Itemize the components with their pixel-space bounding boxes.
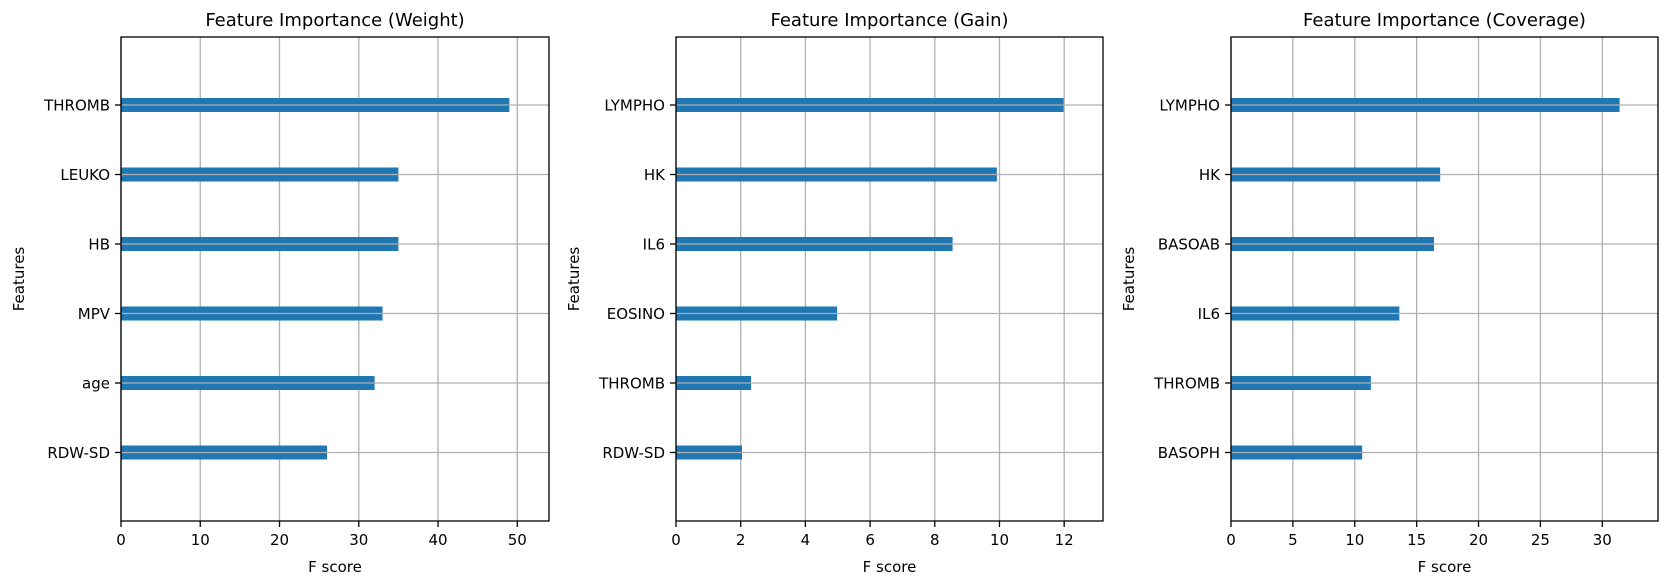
- y-tick-label: LYMPHO: [604, 97, 665, 115]
- x-tick-label: 25: [1531, 531, 1550, 549]
- x-tick-label: 15: [1407, 531, 1426, 549]
- x-axis-label: F score: [1418, 558, 1472, 576]
- y-tick-label: MPV: [78, 305, 111, 323]
- y-tick-label: BASOPH: [1158, 444, 1220, 462]
- chart-title: Feature Importance (Coverage): [1303, 10, 1586, 31]
- plot-frame: [675, 36, 1104, 522]
- x-tick-label: 0: [1226, 531, 1236, 549]
- y-tick-label: HK: [1199, 166, 1221, 184]
- x-tick-label: 10: [191, 531, 210, 549]
- plot-frame: [1230, 36, 1659, 522]
- x-tick-label: 0: [671, 531, 681, 549]
- y-tick-label: HK: [644, 166, 666, 184]
- y-tick-label: THROMB: [43, 97, 110, 115]
- chart-panel-1: THROMB LEUKO HB MPV age RDW-SD 0 10 20 30 40 50 Feat…: [10, 10, 550, 576]
- y-axis-label: Features: [565, 247, 583, 312]
- x-tick-label: 6: [865, 531, 875, 549]
- x-tick-label: 40: [428, 531, 447, 549]
- y-tick-label: BASOAB: [1158, 236, 1220, 254]
- y-tick-label: LYMPHO: [1159, 97, 1220, 115]
- chart-title: Feature Importance (Weight): [205, 10, 464, 31]
- y-tick-label: HB: [88, 236, 110, 254]
- x-tick-label: 4: [801, 531, 811, 549]
- chart-panel-3: LYMPHO HK BASOAB IL6 THROMB BASOPH 0 5 10 15 20 25 3…: [1120, 10, 1659, 576]
- x-tick-label: 30: [1593, 531, 1612, 549]
- y-tick-label: THROMB: [598, 375, 665, 393]
- x-axis-label: F score: [863, 558, 917, 576]
- y-tick-label: age: [82, 375, 110, 393]
- y-tick-label: LEUKO: [60, 166, 110, 184]
- y-tick-label: IL6: [1198, 305, 1220, 323]
- x-tick-label: 5: [1288, 531, 1298, 549]
- chart-title: Feature Importance (Gain): [770, 10, 1008, 31]
- x-tick-label: 2: [736, 531, 746, 549]
- y-tick-label: EOSINO: [607, 305, 665, 323]
- x-tick-label: 0: [116, 531, 126, 549]
- y-axis-label: Features: [1120, 247, 1138, 312]
- x-axis-label: F score: [308, 558, 362, 576]
- x-tick-label: 20: [1469, 531, 1488, 549]
- y-tick-label: RDW-SD: [47, 444, 110, 462]
- x-tick-label: 30: [349, 531, 368, 549]
- y-tick-label: THROMB: [1153, 375, 1220, 393]
- x-tick-label: 10: [990, 531, 1009, 549]
- x-tick-label: 8: [930, 531, 940, 549]
- y-tick-label: IL6: [643, 236, 665, 254]
- x-tick-label: 12: [1055, 531, 1074, 549]
- chart-panel-2: LYMPHO HK IL6 EOSINO THROMB RDW-SD 0 2 4 6 8 10 12 Fe…: [565, 10, 1104, 576]
- x-tick-label: 50: [508, 531, 527, 549]
- x-tick-label: 20: [270, 531, 289, 549]
- y-axis-label: Features: [10, 247, 28, 312]
- y-tick-label: RDW-SD: [602, 444, 665, 462]
- plot-frame: [120, 36, 550, 522]
- x-tick-label: 10: [1345, 531, 1364, 549]
